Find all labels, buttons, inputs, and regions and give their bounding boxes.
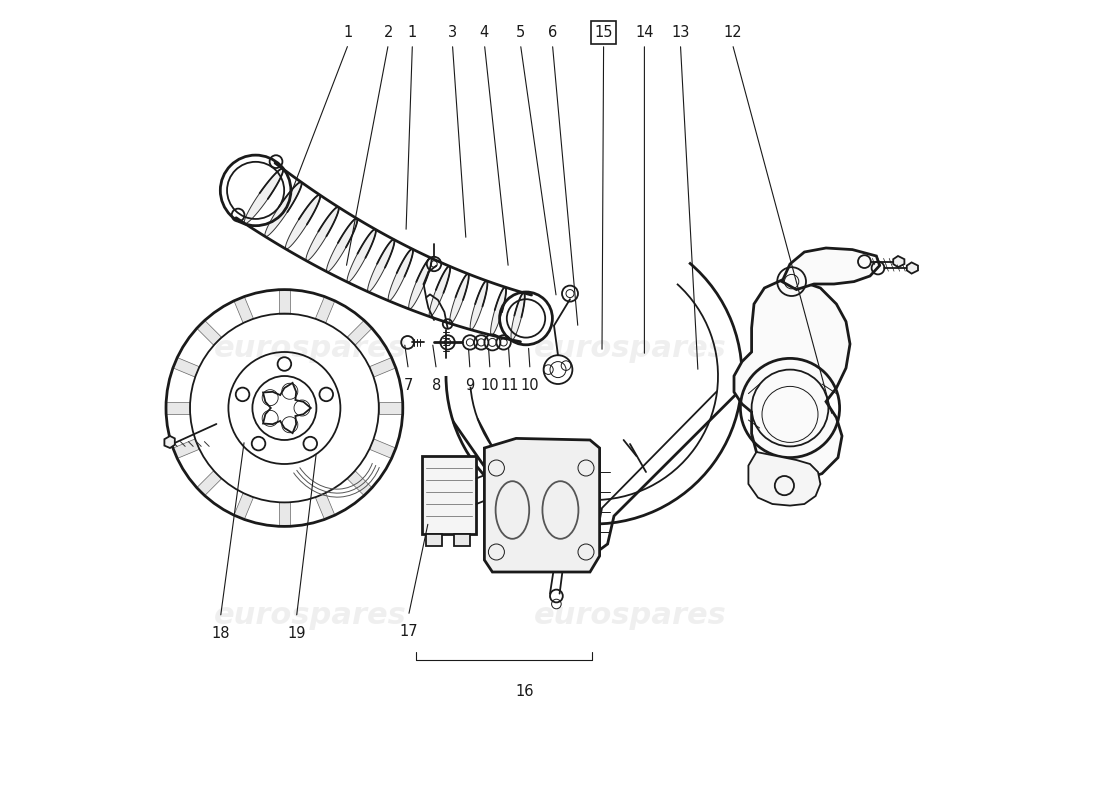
Polygon shape [197,470,221,496]
Text: 19: 19 [287,626,306,641]
Polygon shape [348,320,372,346]
Text: 15: 15 [594,25,613,40]
Polygon shape [166,402,190,414]
Text: 13: 13 [671,25,690,40]
Polygon shape [512,293,525,340]
Polygon shape [734,280,850,480]
Text: 12: 12 [723,25,741,40]
Text: 16: 16 [515,684,534,699]
Polygon shape [422,456,476,534]
Polygon shape [470,281,487,330]
Text: eurospares: eurospares [214,602,407,630]
Polygon shape [748,452,821,506]
Polygon shape [164,436,175,448]
Polygon shape [388,249,412,301]
Text: 7: 7 [404,378,414,393]
Polygon shape [378,402,403,414]
Polygon shape [491,287,506,335]
Text: 4: 4 [480,25,490,40]
Text: 8: 8 [432,378,441,393]
Polygon shape [484,438,600,572]
Polygon shape [316,493,334,519]
Text: 6: 6 [548,25,557,40]
Polygon shape [234,493,253,519]
Polygon shape [234,297,253,323]
Text: 10: 10 [520,378,539,393]
Polygon shape [348,230,376,282]
Text: 2: 2 [384,25,393,40]
Text: 1: 1 [344,25,353,40]
Polygon shape [278,502,290,526]
Text: 11: 11 [500,378,519,393]
Polygon shape [454,534,470,546]
Polygon shape [278,290,290,314]
Polygon shape [173,439,199,458]
Text: 9: 9 [465,378,474,393]
Polygon shape [244,169,283,223]
Text: eurospares: eurospares [214,334,407,362]
Polygon shape [367,239,395,292]
Polygon shape [316,297,334,323]
Polygon shape [327,218,358,272]
Polygon shape [893,256,904,267]
Text: eurospares: eurospares [534,602,727,630]
Polygon shape [370,358,396,377]
Polygon shape [265,182,301,237]
Polygon shape [782,248,880,290]
Text: 17: 17 [399,624,418,639]
Polygon shape [197,320,221,346]
Polygon shape [370,439,396,458]
Polygon shape [426,534,442,546]
Polygon shape [348,470,372,496]
Text: 3: 3 [448,25,456,40]
Text: 10: 10 [481,378,499,393]
Polygon shape [409,258,431,309]
Text: 18: 18 [211,626,230,641]
Polygon shape [429,266,450,317]
Polygon shape [285,195,320,249]
Text: 1: 1 [408,25,417,40]
Polygon shape [906,262,918,274]
Polygon shape [450,274,469,323]
Text: eurospares: eurospares [534,334,727,362]
Text: 5: 5 [516,25,525,40]
Polygon shape [306,207,339,261]
Text: 14: 14 [635,25,653,40]
Polygon shape [173,358,199,377]
